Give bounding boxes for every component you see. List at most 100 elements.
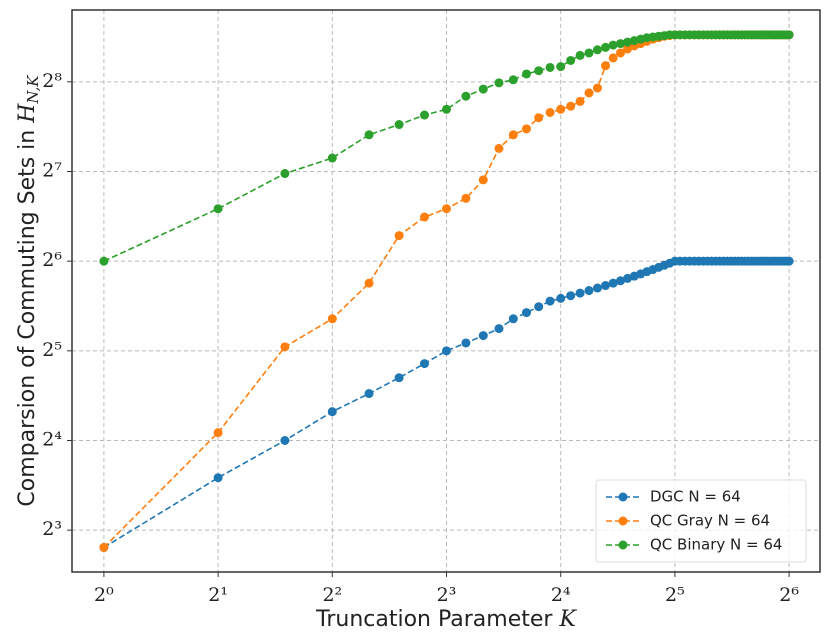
legend-marker xyxy=(618,516,628,526)
data-point xyxy=(280,169,290,179)
data-point xyxy=(521,124,531,134)
data-point xyxy=(508,75,518,85)
legend-marker xyxy=(618,492,628,502)
data-point xyxy=(99,256,109,266)
data-point xyxy=(608,40,618,50)
x-tick-label: 2¹ xyxy=(208,584,228,606)
y-tick-label: 2⁷ xyxy=(42,159,62,181)
data-point xyxy=(494,324,504,334)
x-tick-label: 2³ xyxy=(437,584,457,606)
data-point xyxy=(608,53,618,63)
data-point xyxy=(478,175,488,185)
data-point xyxy=(213,473,223,483)
data-point xyxy=(213,204,223,214)
y-label-text: Comparsion of Commuting Sets in xyxy=(15,130,40,507)
x-tick-label: 2² xyxy=(322,584,342,606)
x-label-math: K xyxy=(558,607,577,632)
plot-frame xyxy=(71,9,821,573)
data-point xyxy=(592,45,602,55)
legend-label: QC Binary N = 64 xyxy=(650,536,782,554)
data-point xyxy=(508,314,518,324)
legend-label: QC Gray N = 64 xyxy=(650,512,770,530)
data-point xyxy=(441,204,451,214)
x-axis-label: Truncation Parameter K xyxy=(315,607,577,632)
data-point xyxy=(545,107,555,117)
data-point xyxy=(478,331,488,341)
data-point xyxy=(419,212,429,222)
data-point xyxy=(508,130,518,140)
data-point xyxy=(419,110,429,120)
data-point xyxy=(441,104,451,114)
data-point xyxy=(461,193,471,203)
data-point xyxy=(623,37,633,47)
data-point xyxy=(784,30,794,40)
y-tick-label: 2⁴ xyxy=(42,429,62,451)
data-point xyxy=(575,288,585,298)
data-point xyxy=(534,302,544,312)
data-point xyxy=(213,428,223,438)
data-point xyxy=(327,407,337,417)
data-point xyxy=(521,308,531,318)
data-point xyxy=(623,44,633,54)
data-point xyxy=(556,293,566,303)
data-point xyxy=(615,48,625,58)
data-point xyxy=(566,55,576,65)
data-point xyxy=(419,359,429,369)
data-point xyxy=(575,50,585,60)
data-point xyxy=(394,231,404,241)
data-point xyxy=(494,78,504,88)
data-point xyxy=(566,101,576,111)
data-point xyxy=(575,96,585,106)
data-point xyxy=(592,83,602,93)
data-point xyxy=(534,66,544,76)
x-tick-label: 2⁴ xyxy=(551,584,571,606)
data-point xyxy=(478,84,488,94)
data-point xyxy=(521,69,531,79)
data-point xyxy=(545,62,555,72)
data-point xyxy=(99,542,109,552)
x-tick-label: 2⁰ xyxy=(94,584,114,606)
data-point xyxy=(364,389,374,399)
data-point xyxy=(592,283,602,293)
data-point xyxy=(556,104,566,114)
data-point xyxy=(280,342,290,352)
data-point xyxy=(584,286,594,296)
data-point xyxy=(584,48,594,58)
data-point xyxy=(394,373,404,383)
data-point xyxy=(280,436,290,446)
legend-label: DGC N = 64 xyxy=(650,488,741,506)
y-label-sub: N,K xyxy=(24,75,42,105)
legend: DGC N = 64 QC Gray N = 64 QC Binary N = 64 xyxy=(595,479,807,563)
data-point xyxy=(608,278,618,288)
y-tick-label: 2⁸ xyxy=(42,70,62,92)
data-point xyxy=(601,42,611,52)
y-tick-label: 2³ xyxy=(42,518,62,540)
data-point xyxy=(327,153,337,163)
data-point xyxy=(364,278,374,288)
y-tick-label: 2⁵ xyxy=(42,339,62,361)
data-point xyxy=(566,291,576,301)
data-point xyxy=(615,39,625,49)
data-point xyxy=(441,346,451,356)
y-axis-label: Comparsion of Commuting Sets in HN,K xyxy=(15,75,42,507)
data-point xyxy=(394,120,404,130)
data-point xyxy=(461,91,471,101)
y-tick-label: 2⁶ xyxy=(42,249,62,271)
data-point xyxy=(461,338,471,348)
data-point xyxy=(584,88,594,98)
data-point xyxy=(784,256,794,266)
legend-marker xyxy=(618,540,628,550)
data-point xyxy=(494,143,504,153)
data-point xyxy=(327,314,337,324)
data-point xyxy=(556,62,566,72)
data-point xyxy=(534,113,544,123)
data-point xyxy=(601,61,611,71)
data-point xyxy=(364,130,374,140)
data-point xyxy=(601,281,611,291)
data-point xyxy=(545,296,555,306)
data-point xyxy=(615,276,625,286)
x-label-text: Truncation Parameter xyxy=(315,607,553,632)
x-tick-label: 2⁵ xyxy=(665,584,685,606)
y-label-math: H xyxy=(15,103,40,124)
